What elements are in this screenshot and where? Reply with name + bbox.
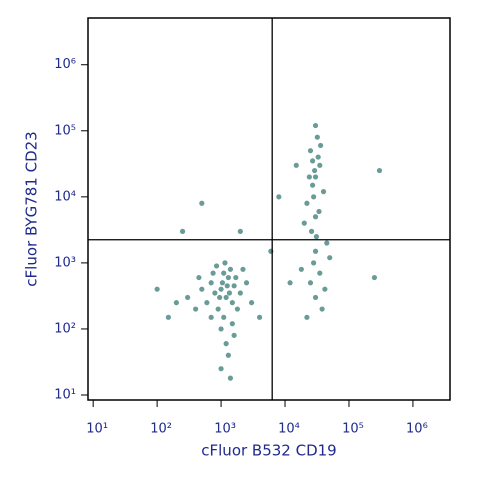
event-dot [227,266,234,272]
event-dot [223,294,229,301]
event-dot [218,366,224,372]
event-dot [306,174,312,180]
event-dot [212,290,218,296]
event-dot [376,167,383,174]
event-dot [312,214,319,220]
event-dot [233,274,239,281]
event-dot [199,286,205,292]
event-dot [320,189,327,195]
event-dot [208,280,214,286]
event-dot [301,220,307,226]
event-dot [208,314,214,320]
event-dot [219,280,226,286]
event-dot [312,248,319,254]
event-dot [215,306,221,312]
event-dot [248,300,255,306]
y-tick-label: 10⁵ [54,123,76,138]
event-dot [226,290,233,296]
event-dot [298,266,304,272]
x-tick-label: 10⁴ [278,422,300,437]
event-dot [227,375,234,381]
event-dot [327,255,333,261]
event-dot [240,266,246,272]
y-axis-title: cFluor BYG781 CD23 [23,131,41,286]
event-dot [322,286,328,292]
event-dot [231,283,237,289]
x-tick-label: 10³ [214,422,236,437]
x-tick-label: 10² [150,422,172,437]
event-dot [324,240,330,246]
event-dot [204,300,210,306]
x-tick-label: 10¹ [86,422,108,437]
event-dot [371,274,378,281]
event-dot [179,228,186,234]
event-dot [308,228,315,234]
event-dot [287,280,293,286]
event-dot [317,162,323,168]
event-dot [196,274,202,281]
event-dot [185,294,191,301]
event-dot [225,352,231,358]
event-dot [173,300,179,306]
event-dot [231,332,237,338]
y-tick-label: 10⁴ [54,189,76,204]
event-dot [221,314,227,320]
event-dot [213,263,220,269]
event-dot [313,234,320,240]
event-dot [234,306,240,312]
y-tick-label: 10¹ [54,387,76,402]
event-dot [221,270,227,276]
event-dot [304,200,310,206]
event-dot [218,286,224,292]
event-dot [310,182,316,188]
event-dot [312,122,319,129]
plot-frame [87,17,451,401]
event-dot [243,280,250,286]
event-dot [222,260,228,266]
event-dot [312,294,319,301]
event-dot [229,321,235,327]
event-dot [218,326,224,332]
event-dot [217,294,223,301]
event-dot [293,162,299,168]
event-dot [307,148,314,154]
event-dot [256,314,263,320]
event-dot [315,154,321,160]
event-dot [314,134,320,140]
y-tick-label: 10² [54,321,76,336]
event-dot [311,167,318,174]
y-tick-label: 10⁶ [54,57,76,72]
event-dot [223,340,229,347]
x-tick-label: 10⁵ [342,422,364,437]
event-dot [199,200,205,206]
event-dot [319,306,325,312]
y-tick-label: 10³ [54,255,76,270]
event-dot [165,314,171,320]
event-dot [316,208,322,215]
event-dot [304,314,310,320]
event-dot [310,158,316,164]
event-dot [317,142,324,149]
event-dot [311,260,317,266]
event-dot [276,194,282,200]
event-dot [237,228,243,234]
event-dot [237,290,243,296]
event-dot [317,270,323,276]
event-dot [312,174,319,180]
x-tick-label: 10⁶ [406,422,428,437]
event-dot [225,274,231,281]
x-axis-title: cFluor B532 CD19 [201,442,336,460]
event-dot [224,283,230,289]
event-dot [229,300,235,306]
event-dot [210,270,216,276]
event-dot [311,194,317,200]
event-dot [154,286,160,292]
event-dot [193,306,199,312]
event-dot [307,280,314,286]
